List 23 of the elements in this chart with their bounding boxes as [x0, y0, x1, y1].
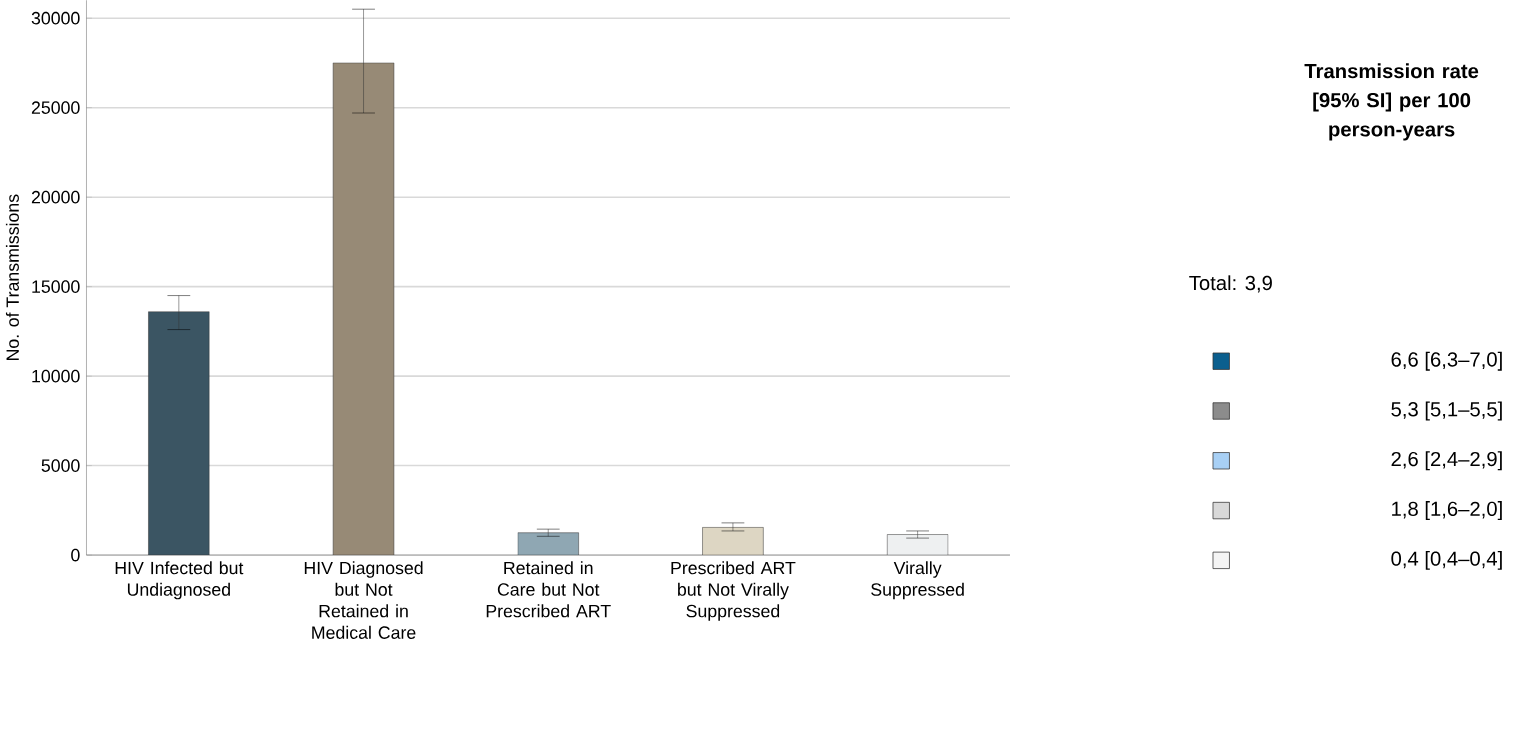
bar	[702, 526, 764, 555]
bar	[886, 534, 949, 555]
y-tick-label: 20000	[31, 190, 80, 204]
y-tick-label: 15000	[32, 280, 80, 293]
category-label: 6,6 [6,3–7,0]	[1391, 351, 1502, 371]
y-tick-label: 10000	[32, 369, 80, 383]
category-label: 5,3 [5,1–5,5]	[1391, 401, 1502, 421]
x-tick-label: HIV Diagnosed but Not Retained in Medical Care	[304, 561, 423, 639]
y-tick-label: 0	[71, 548, 80, 562]
x-tick-label: Prescribed ART but Not Virally Suppressed	[671, 561, 796, 621]
category-label: 0,4 [0,4–0,4]	[1391, 550, 1502, 570]
y-tick-label: 25000	[31, 101, 80, 114]
text: Transmission rate [95% SI] per 100 person-years	[1304, 63, 1479, 141]
category-label: 2,6 [2,4–2,9]	[1391, 451, 1502, 471]
bar	[517, 532, 579, 555]
x-tick-label: HIV Infected but Undiagnosed	[115, 561, 244, 600]
y-tick-label: 5000	[41, 459, 80, 472]
category-label: 1,8 [1,6–2,0]	[1392, 501, 1502, 520]
y-axis-title: No. of Transmissions	[5, 194, 19, 360]
y-tick-label: 30000	[31, 11, 80, 25]
x-tick-label: Virally Suppressed	[871, 561, 964, 600]
x-tick-label: Retained in Care but Not Prescribed ART	[486, 561, 611, 618]
text: Total: 3,9	[1189, 275, 1272, 293]
